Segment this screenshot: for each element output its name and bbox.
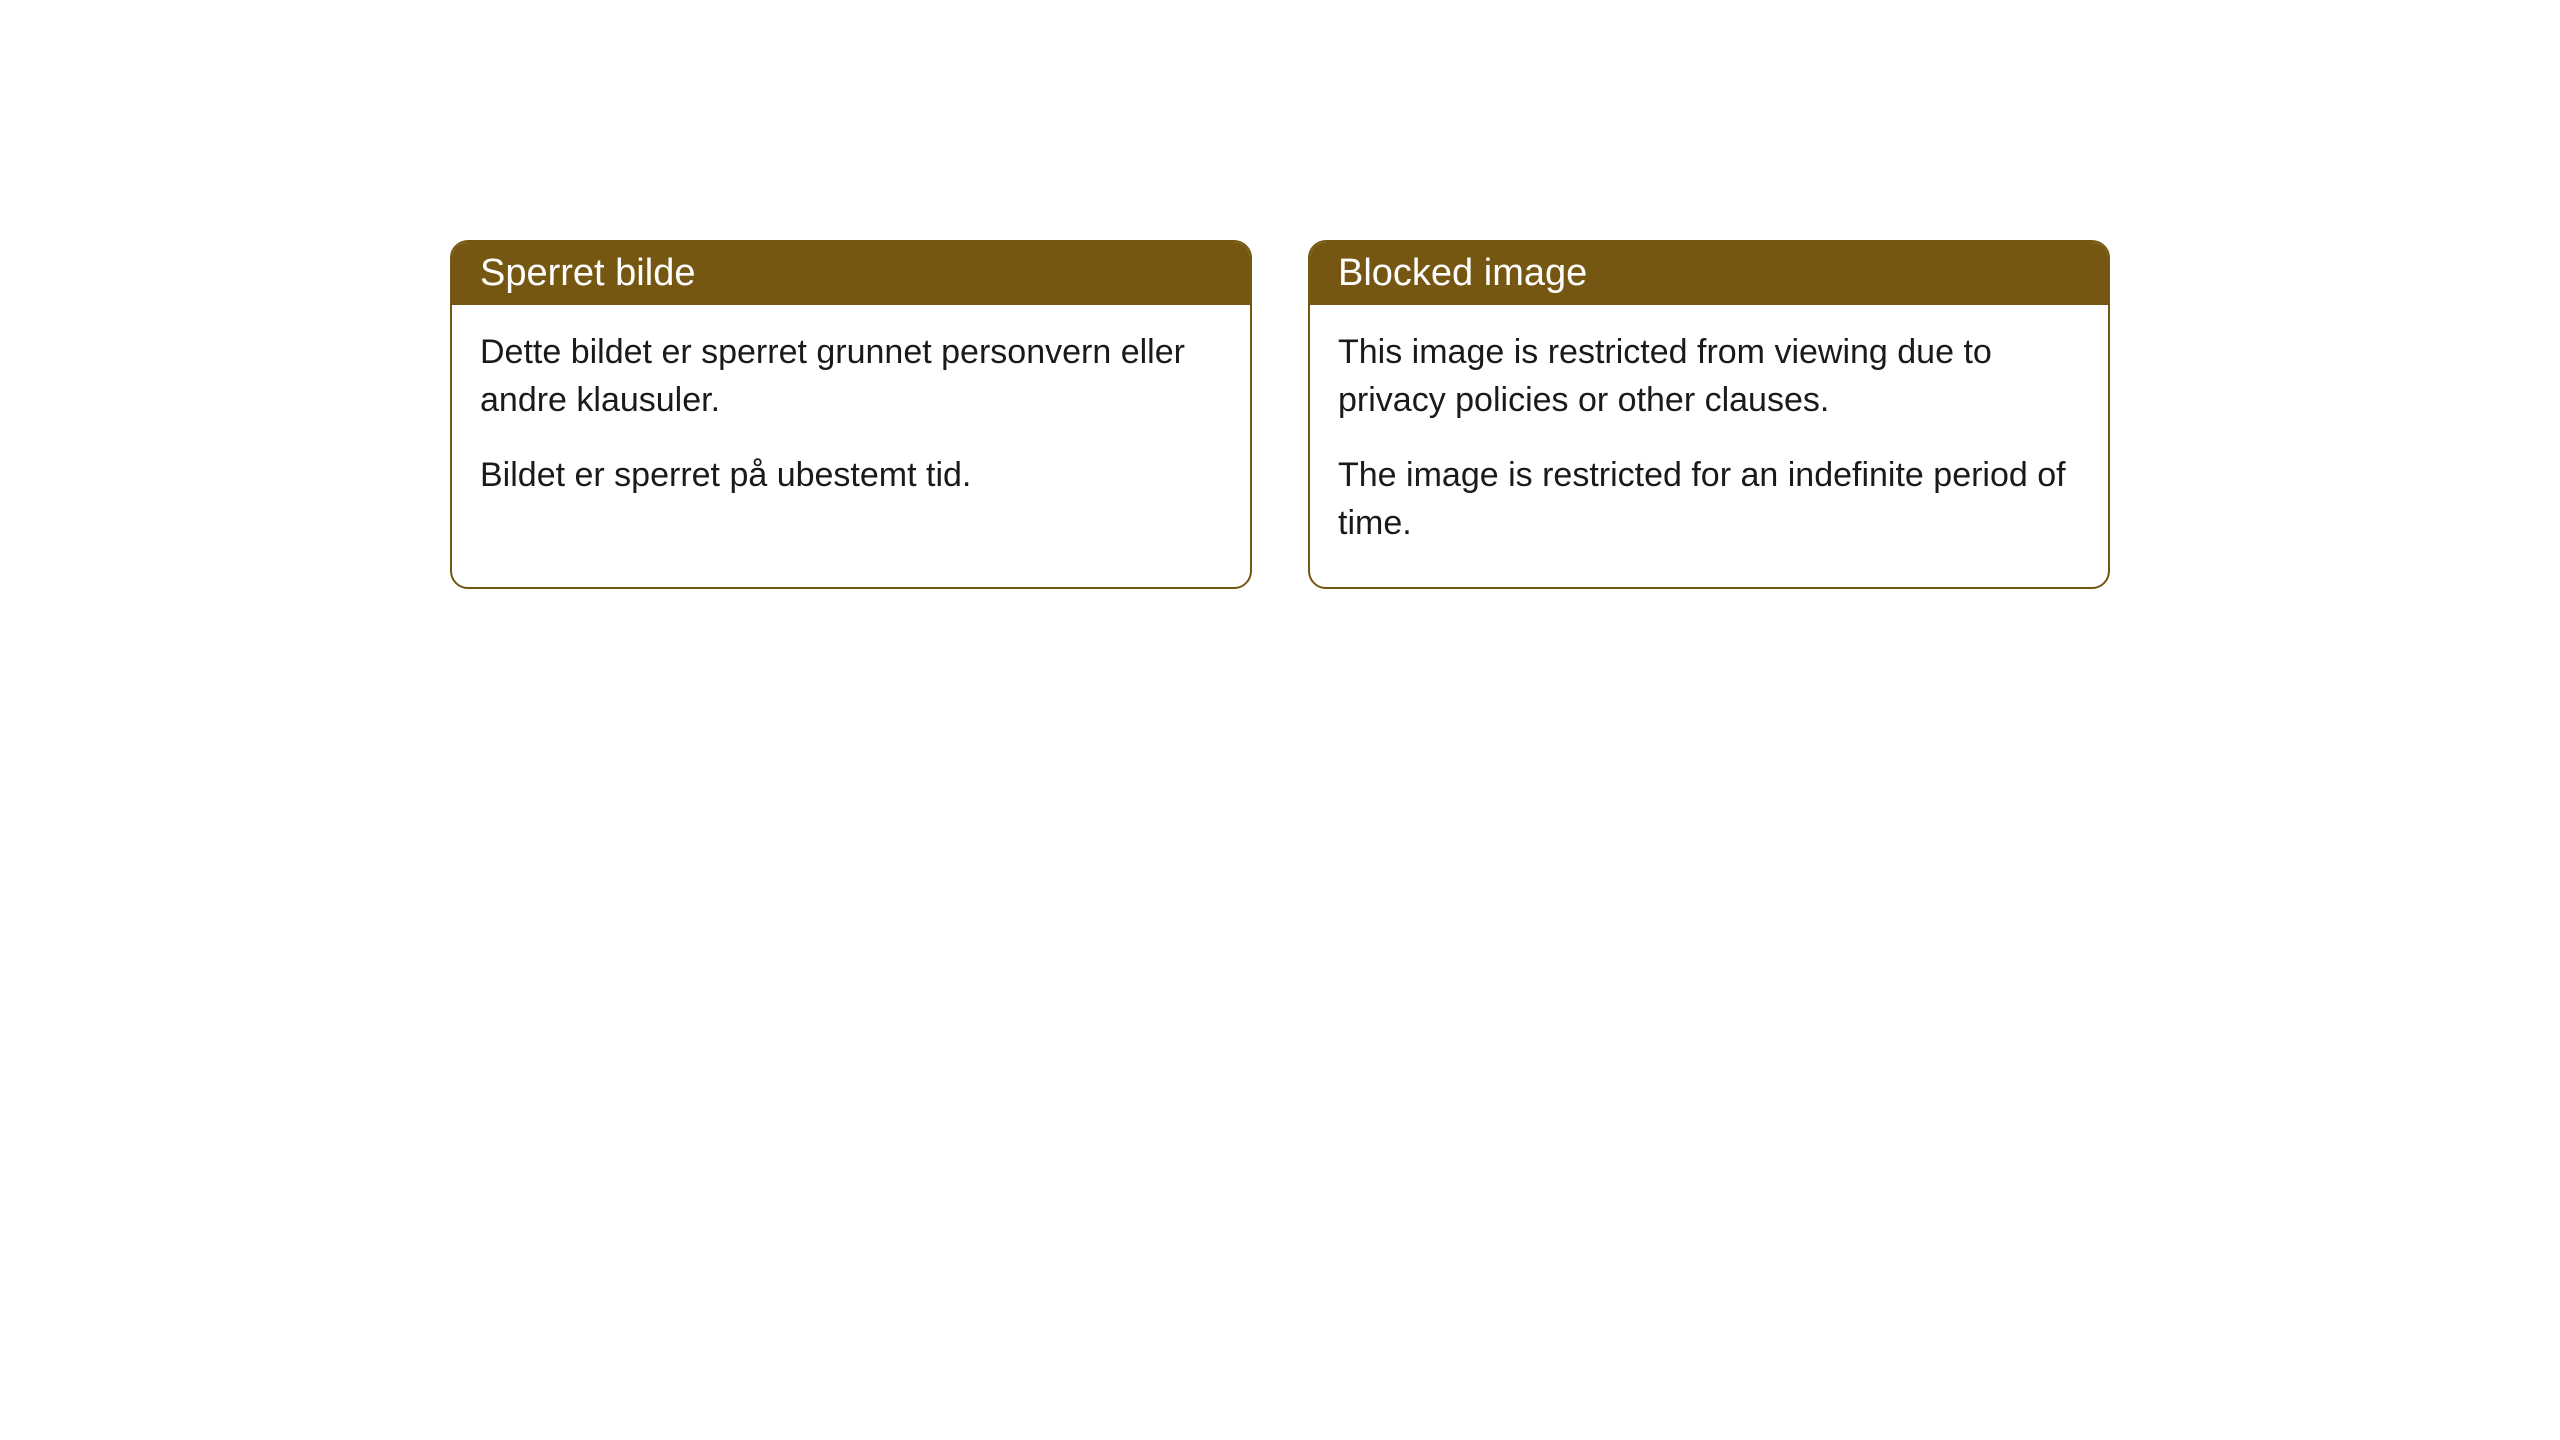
card-title: Sperret bilde — [480, 252, 695, 294]
card-paragraph-2: The image is restricted for an indefinit… — [1338, 452, 2080, 547]
card-header: Sperret bilde — [452, 242, 1250, 305]
card-paragraph-2: Bildet er sperret på ubestemt tid. — [480, 452, 1222, 500]
notice-card-english: Blocked image This image is restricted f… — [1308, 240, 2110, 589]
card-header: Blocked image — [1310, 242, 2108, 305]
notice-card-norwegian: Sperret bilde Dette bildet er sperret gr… — [450, 240, 1252, 589]
notice-cards-container: Sperret bilde Dette bildet er sperret gr… — [450, 240, 2110, 589]
card-body: This image is restricted from viewing du… — [1310, 305, 2108, 587]
card-title: Blocked image — [1338, 252, 1587, 294]
card-paragraph-1: Dette bildet er sperret grunnet personve… — [480, 329, 1222, 424]
card-paragraph-1: This image is restricted from viewing du… — [1338, 329, 2080, 424]
card-body: Dette bildet er sperret grunnet personve… — [452, 305, 1250, 540]
